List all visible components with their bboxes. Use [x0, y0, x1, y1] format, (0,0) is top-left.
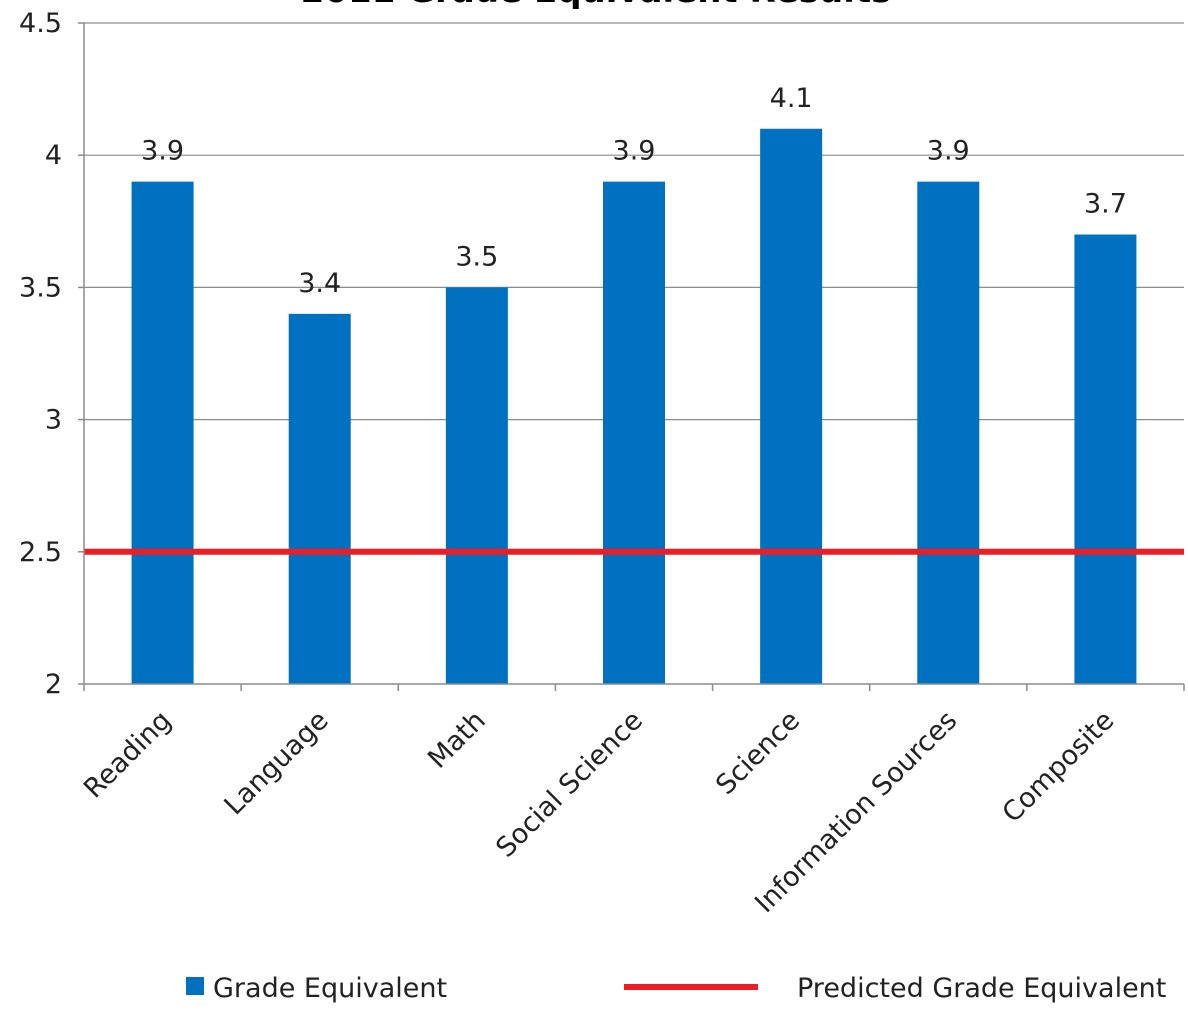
legend-label-predicted: Predicted Grade Equivalent — [797, 973, 1166, 1004]
data-label: 3.4 — [298, 268, 341, 299]
bar — [288, 313, 351, 684]
legend-label-grade-equivalent: Grade Equivalent — [213, 973, 447, 1004]
y-tick-label: 3.5 — [19, 272, 62, 303]
x-category-label: Reading — [78, 705, 177, 804]
bar — [1074, 234, 1137, 684]
data-label: 3.5 — [455, 241, 498, 272]
bars — [131, 128, 1137, 684]
data-label: 3.9 — [927, 136, 970, 167]
data-labels: 3.9 3.4 3.5 3.9 4.1 3.9 3.7 — [141, 83, 1127, 299]
bar — [760, 128, 823, 684]
data-label: 3.7 — [1084, 189, 1127, 220]
data-label: 3.9 — [613, 136, 656, 167]
legend: Grade Equivalent Predicted Grade Equivale… — [186, 973, 1166, 1004]
chart-title: 2011 Grade Equivalent Results — [301, 0, 892, 11]
bar — [917, 181, 980, 684]
bar — [445, 287, 508, 684]
x-category-label: Math — [422, 705, 492, 775]
y-tick-label: 4.5 — [19, 8, 62, 39]
bar — [131, 181, 194, 684]
legend-swatch-grade-equivalent — [186, 977, 204, 995]
x-category-label: Language — [219, 705, 335, 821]
data-label: 4.1 — [770, 83, 813, 114]
bar — [603, 181, 665, 684]
y-tick-label: 3 — [45, 405, 62, 436]
y-tick-label: 2 — [45, 669, 62, 700]
x-category-label: Science — [710, 705, 806, 801]
data-label: 3.9 — [141, 136, 184, 167]
y-tick-label: 4 — [45, 140, 62, 171]
y-tick-label: 2.5 — [19, 537, 62, 568]
x-category-label: Composite — [997, 705, 1121, 829]
x-category-label: Social Science — [490, 705, 649, 864]
